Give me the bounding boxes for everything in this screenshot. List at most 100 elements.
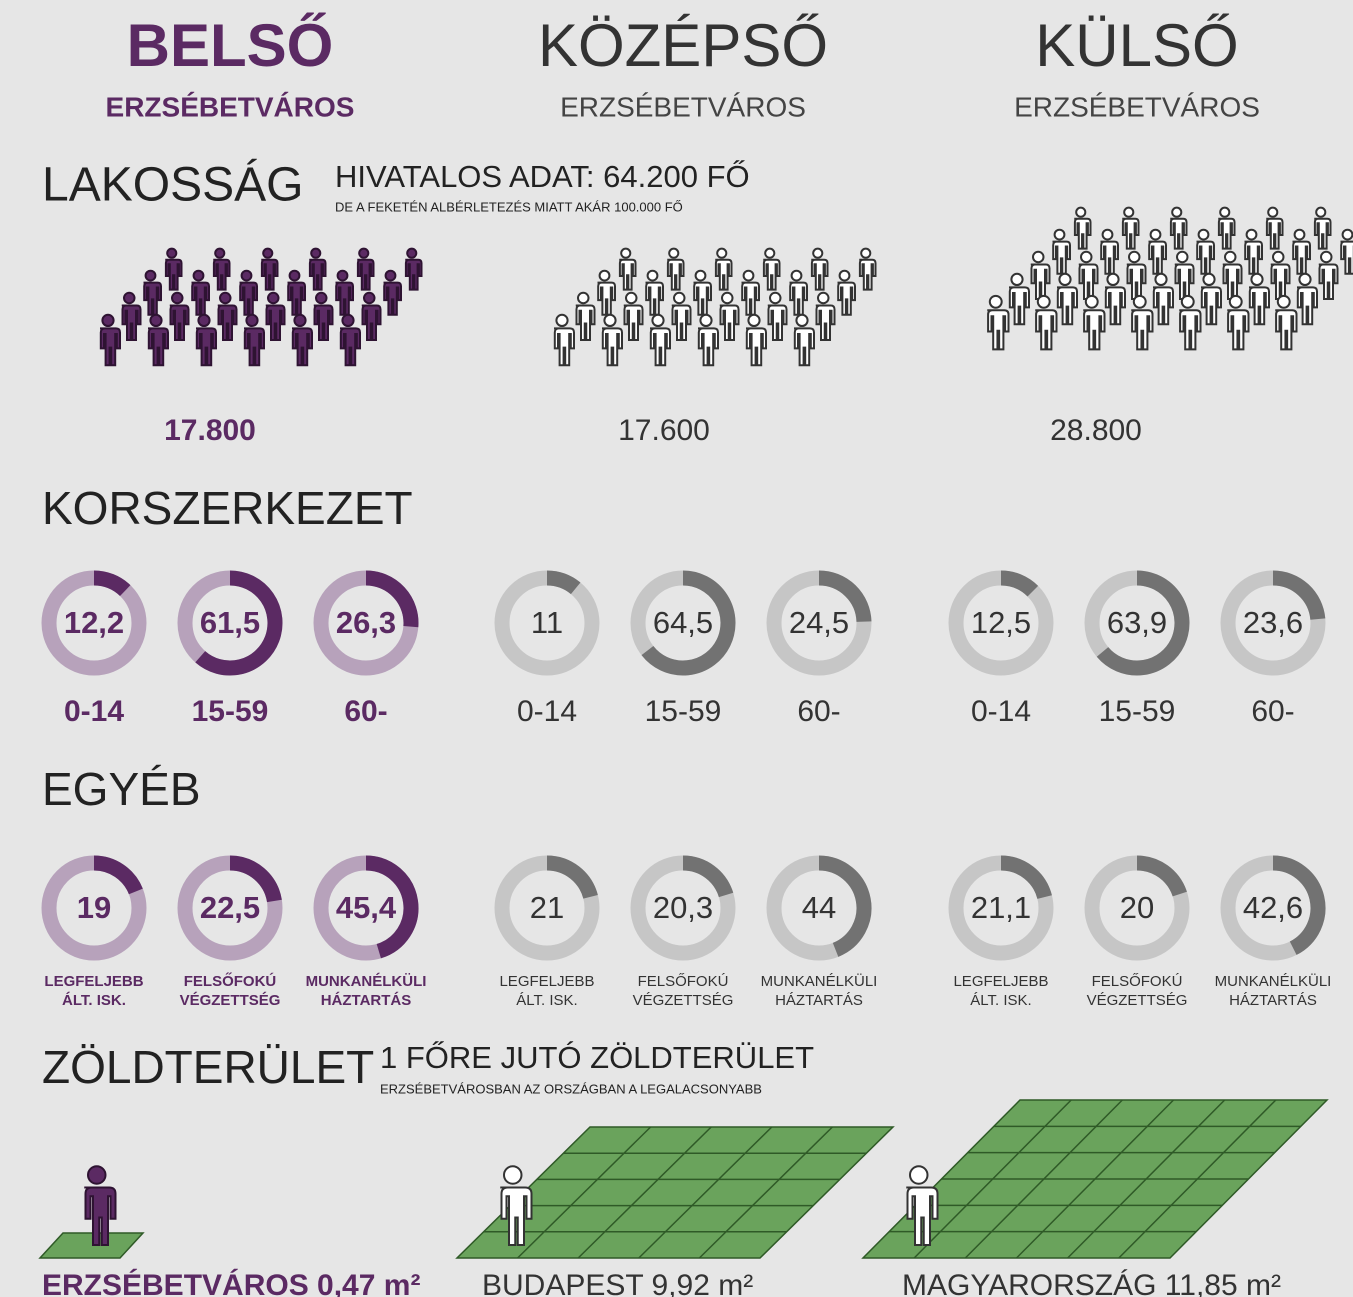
donut-value: 42,6 (1243, 890, 1303, 925)
subnote: ERZSÉBETVÁROSBAN AZ ORSZÁGBAN A LEGALACS… (380, 1081, 762, 1096)
person-icon (1295, 272, 1319, 326)
age-label: 60- (797, 695, 840, 728)
indicator-label: ÁLT. ISK. (516, 992, 577, 1009)
district-title: KÜLSŐ (1035, 12, 1238, 79)
indicator-label: VÉGZETTSÉG (180, 992, 281, 1009)
person-icon (1051, 228, 1071, 275)
person-icon (242, 313, 266, 367)
indicator-label: ÁLT. ISK. (970, 992, 1031, 1009)
person-icon (596, 269, 616, 316)
age-label: 15-59 (192, 695, 269, 728)
person-icon (696, 313, 720, 367)
donut-arc (818, 570, 872, 623)
person-icon (1034, 294, 1058, 351)
person-icon (356, 247, 375, 291)
green-area (38, 1232, 145, 1259)
person-icon (766, 291, 788, 342)
person-icon (260, 247, 279, 291)
crowd (552, 247, 877, 367)
person-icon (1243, 228, 1263, 275)
person-icon (666, 247, 685, 291)
person-icon (1173, 250, 1195, 301)
green-area (455, 1126, 895, 1259)
donut-value: 23,6 (1243, 605, 1303, 640)
person-icon (574, 291, 596, 342)
note: 1 FŐRE JUTÓ ZÖLDTERÜLET (380, 1040, 814, 1075)
person-icon (1077, 250, 1099, 301)
person-icon (120, 291, 142, 342)
person-icon (1317, 250, 1339, 301)
donut-value: 20 (1120, 890, 1154, 925)
person-icon (644, 269, 664, 316)
person-icon (762, 247, 781, 291)
donut-arc (682, 855, 734, 898)
person-icon (1178, 294, 1202, 351)
person-icon (382, 269, 402, 316)
person-icon (312, 291, 334, 342)
note: HIVATALOS ADAT: 64.200 FŐ (335, 159, 750, 194)
person-icon (338, 313, 362, 367)
person-icon (98, 313, 122, 367)
indicator-label: VÉGZETTSÉG (1087, 992, 1188, 1009)
person-icon (744, 313, 768, 367)
donut-arc (229, 855, 282, 903)
indicator-label: HÁZTARTÁS (321, 992, 412, 1009)
person-icon (1269, 250, 1291, 301)
person-icon (858, 247, 877, 291)
green-area-label: ERZSÉBETVÁROS 0,47 m² (42, 1268, 420, 1297)
person-icon (360, 291, 382, 342)
person-icon (1274, 294, 1298, 351)
person-icon (1103, 272, 1127, 326)
donut-value: 12,5 (971, 605, 1031, 640)
person-icon (1217, 206, 1236, 250)
person-icon (1265, 206, 1284, 250)
indicator-label: FELSŐFOKÚ (184, 972, 277, 990)
person-icon (1055, 272, 1079, 326)
person-icon (692, 269, 712, 316)
person-icon (142, 269, 162, 316)
donut-value: 64,5 (653, 605, 713, 640)
person-icon (1073, 206, 1092, 250)
person-icon (168, 291, 190, 342)
green-grid (577, 1126, 712, 1259)
donut-value: 45,4 (336, 890, 397, 925)
person-icon (190, 269, 210, 316)
person-icon (792, 313, 816, 367)
person-icon (552, 313, 576, 367)
person-icon (146, 313, 170, 367)
person-icon (1195, 228, 1215, 275)
person-icon (788, 269, 808, 316)
population-value: 17.600 (618, 414, 710, 447)
person-icon (600, 313, 624, 367)
person-icon (986, 294, 1010, 351)
person-icon (1121, 206, 1140, 250)
indicator-label: MUNKANÉLKÜLI (1215, 972, 1332, 990)
person-icon (1169, 206, 1188, 250)
district-title: BELSŐ (127, 12, 334, 79)
green-grid (638, 1126, 773, 1259)
age-label: 60- (344, 695, 387, 728)
indicator-label: HÁZTARTÁS (1229, 992, 1317, 1009)
population-value: 28.800 (1050, 414, 1142, 447)
person-icon (1130, 294, 1154, 351)
indicator-label: LEGFELJEBB (953, 973, 1048, 990)
district-subtitle: ERZSÉBETVÁROS (1014, 91, 1260, 122)
person-icon (1226, 294, 1250, 351)
person-icon (1029, 250, 1051, 301)
age-label: 15-59 (1099, 695, 1176, 728)
person-icon (404, 247, 423, 291)
indicator-label: MUNKANÉLKÜLI (306, 973, 427, 990)
donut-arc (1272, 570, 1326, 621)
donut-value: 19 (77, 890, 111, 925)
donut-value: 61,5 (200, 605, 260, 640)
donut-value: 11 (531, 605, 563, 640)
person-icon (1151, 272, 1175, 326)
person-icon (264, 291, 286, 342)
crowd (986, 206, 1353, 351)
person-icon (290, 313, 314, 367)
indicator-label: MUNKANÉLKÜLI (761, 972, 878, 990)
person-icon (1291, 228, 1311, 275)
donut-value: 20,3 (653, 890, 713, 925)
person-icon (814, 291, 836, 342)
donut-value: 63,9 (1107, 605, 1167, 640)
